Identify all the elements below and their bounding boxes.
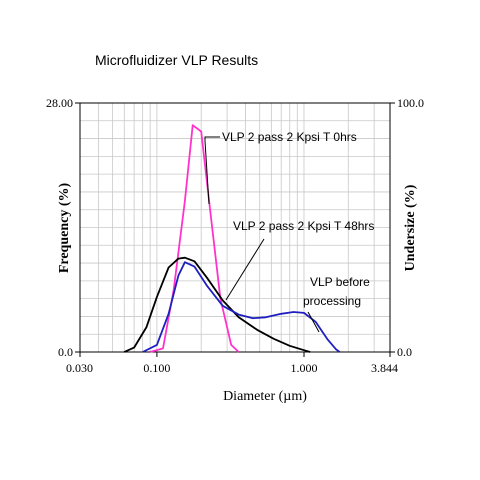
- y-tick-label: 0.0: [58, 345, 73, 359]
- x-tick-label: 3.844: [371, 361, 398, 375]
- annotation-leader-line: [307, 311, 320, 333]
- annotation-label: processing: [303, 294, 361, 308]
- annotation-labels: VLP 2 pass 2 Kpsi T 0hrs VLP 2 pass 2 Kps…: [222, 130, 374, 308]
- annotation-label: VLP 2 pass 2 Kpsi T 48hrs: [233, 219, 374, 233]
- x-axis-title: Diameter (µm): [223, 389, 307, 404]
- annotation-label: VLP before: [310, 275, 370, 289]
- plot-frame: [79, 102, 391, 353]
- y2-tick-label: 0.0: [397, 345, 412, 359]
- x-tick-label: 1.000: [290, 361, 317, 375]
- y2-axis-title: Undersize (%): [403, 184, 418, 271]
- y-tick-label: 28.00: [46, 96, 73, 110]
- chart-title: Microfluidizer VLP Results: [95, 52, 258, 68]
- x-tick-label: 0.030: [66, 361, 93, 375]
- series-line-2: [123, 256, 311, 353]
- y-axis-title: Frequency (%): [57, 182, 72, 273]
- series-layer: [123, 124, 341, 353]
- annotation-leader-line: [225, 238, 265, 301]
- annotation-leader-line: [204, 136, 220, 205]
- series-line-1: [149, 124, 240, 353]
- y2-tick-label: 100.0: [397, 96, 424, 110]
- plot-grid: [80, 103, 390, 352]
- annotation-leaders: [204, 136, 320, 333]
- annotation-label: VLP 2 pass 2 Kpsi T 0hrs: [222, 130, 357, 144]
- axis-ticks: 0.030 0.100 1.000 3.844 0.0 28.00 0.0 100.0: [46, 96, 424, 375]
- series-line-3: [142, 261, 341, 353]
- x-tick-label: 0.100: [143, 361, 170, 375]
